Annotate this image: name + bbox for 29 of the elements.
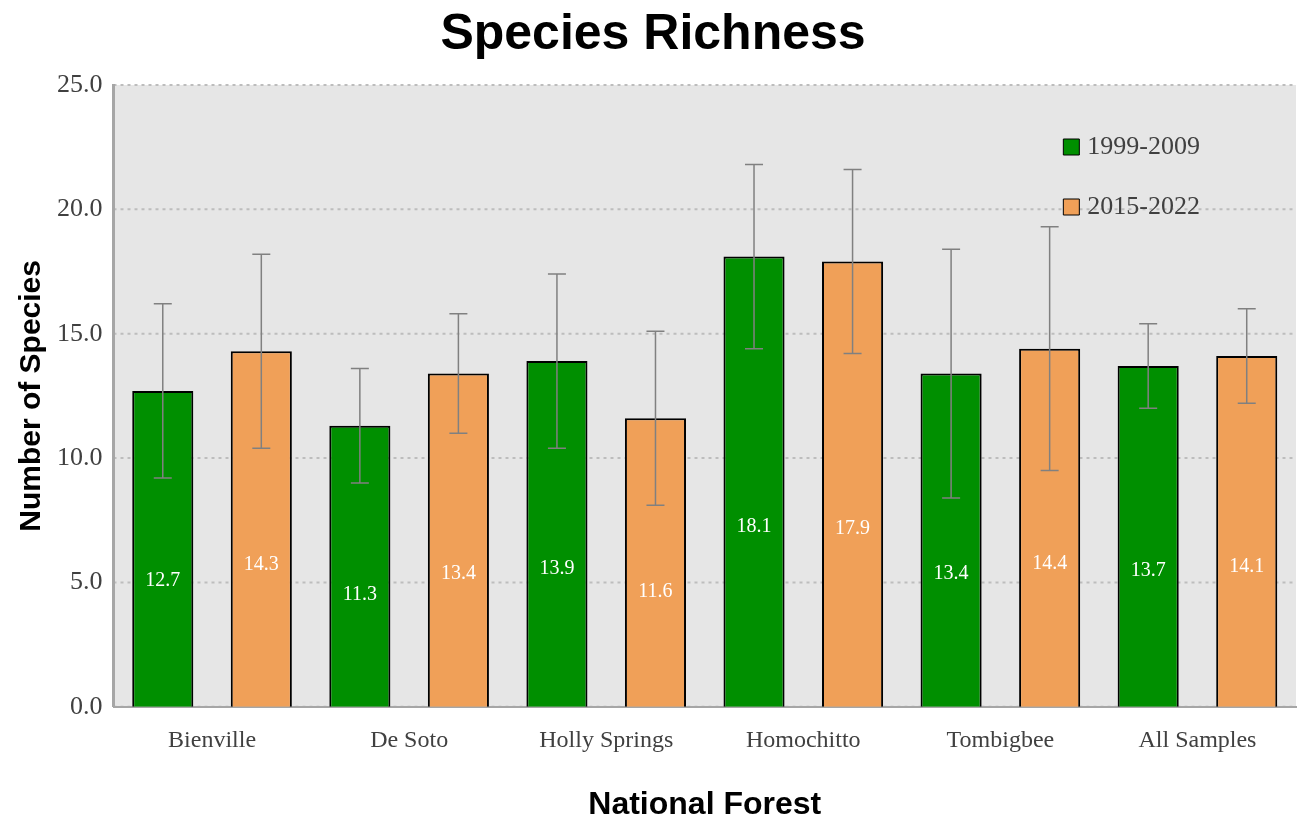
y-tick-label: 0.0 [70,690,103,720]
y-tick-label: 25.0 [57,68,103,98]
data-label: 14.4 [1032,550,1068,573]
legend-label: 1999-2009 [1087,130,1201,160]
x-axis-title: National Forest [588,784,822,821]
y-tick-label: 15.0 [57,317,103,347]
x-tick-label: Bienville [168,726,257,753]
data-label: 13.7 [1130,557,1166,580]
data-label: 13.9 [539,555,575,578]
x-tick-label: All Samples [1138,726,1257,753]
y-axis-title: Number of Species [13,260,47,532]
data-label: 11.3 [342,581,377,604]
x-tick-label: Homochitto [745,726,861,753]
x-tick-label: Holly Springs [539,726,674,753]
chart-title: Species Richness [440,3,866,60]
x-tick-label: Tombigbee [946,726,1055,753]
data-label: 14.3 [243,551,279,574]
data-label: 12.7 [145,567,181,590]
data-label: 11.6 [638,578,673,601]
data-label: 18.1 [736,513,772,536]
data-label: 13.4 [933,560,969,583]
y-tick-label: 20.0 [57,193,103,223]
data-label: 14.1 [1229,553,1265,576]
data-label: 13.4 [440,560,476,583]
legend-label: 2015-2022 [1087,190,1201,220]
y-tick-label: 5.0 [70,566,103,596]
x-tick-label: De Soto [370,726,449,753]
data-label: 17.9 [835,515,871,538]
y-tick-label: 10.0 [57,441,103,471]
